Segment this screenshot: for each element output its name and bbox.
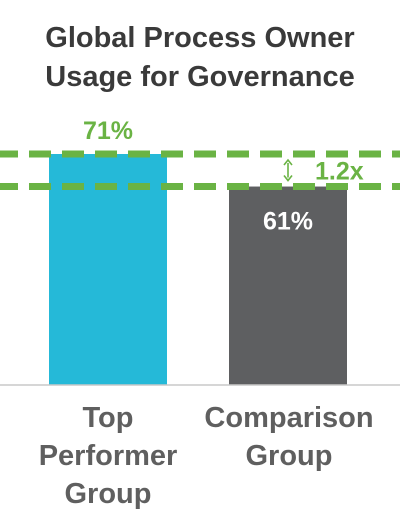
difference-arrow — [283, 158, 293, 182]
bar-comparison — [229, 186, 347, 385]
value-label-comparison: 61% — [263, 208, 313, 236]
chart-title-line-2: Usage for Governance — [45, 61, 354, 93]
difference-arrow-head-down — [283, 175, 293, 182]
category-label-comparison-line-1: Comparison — [204, 402, 373, 434]
difference-arrow-head-up — [283, 158, 293, 166]
ratio-label: 1.2x — [315, 157, 364, 185]
bar-top-performer — [49, 154, 167, 385]
category-label-top-performer-line-1: Top — [83, 402, 134, 434]
value-label-top-performer: 71% — [83, 117, 133, 145]
category-label-top-performer-line-3: Group — [65, 478, 152, 510]
chart-title-line-1: Global Process Owner — [45, 22, 354, 54]
category-label-comparison-line-2: Group — [246, 440, 333, 472]
category-label-top-performer-line-2: Performer — [39, 440, 178, 472]
